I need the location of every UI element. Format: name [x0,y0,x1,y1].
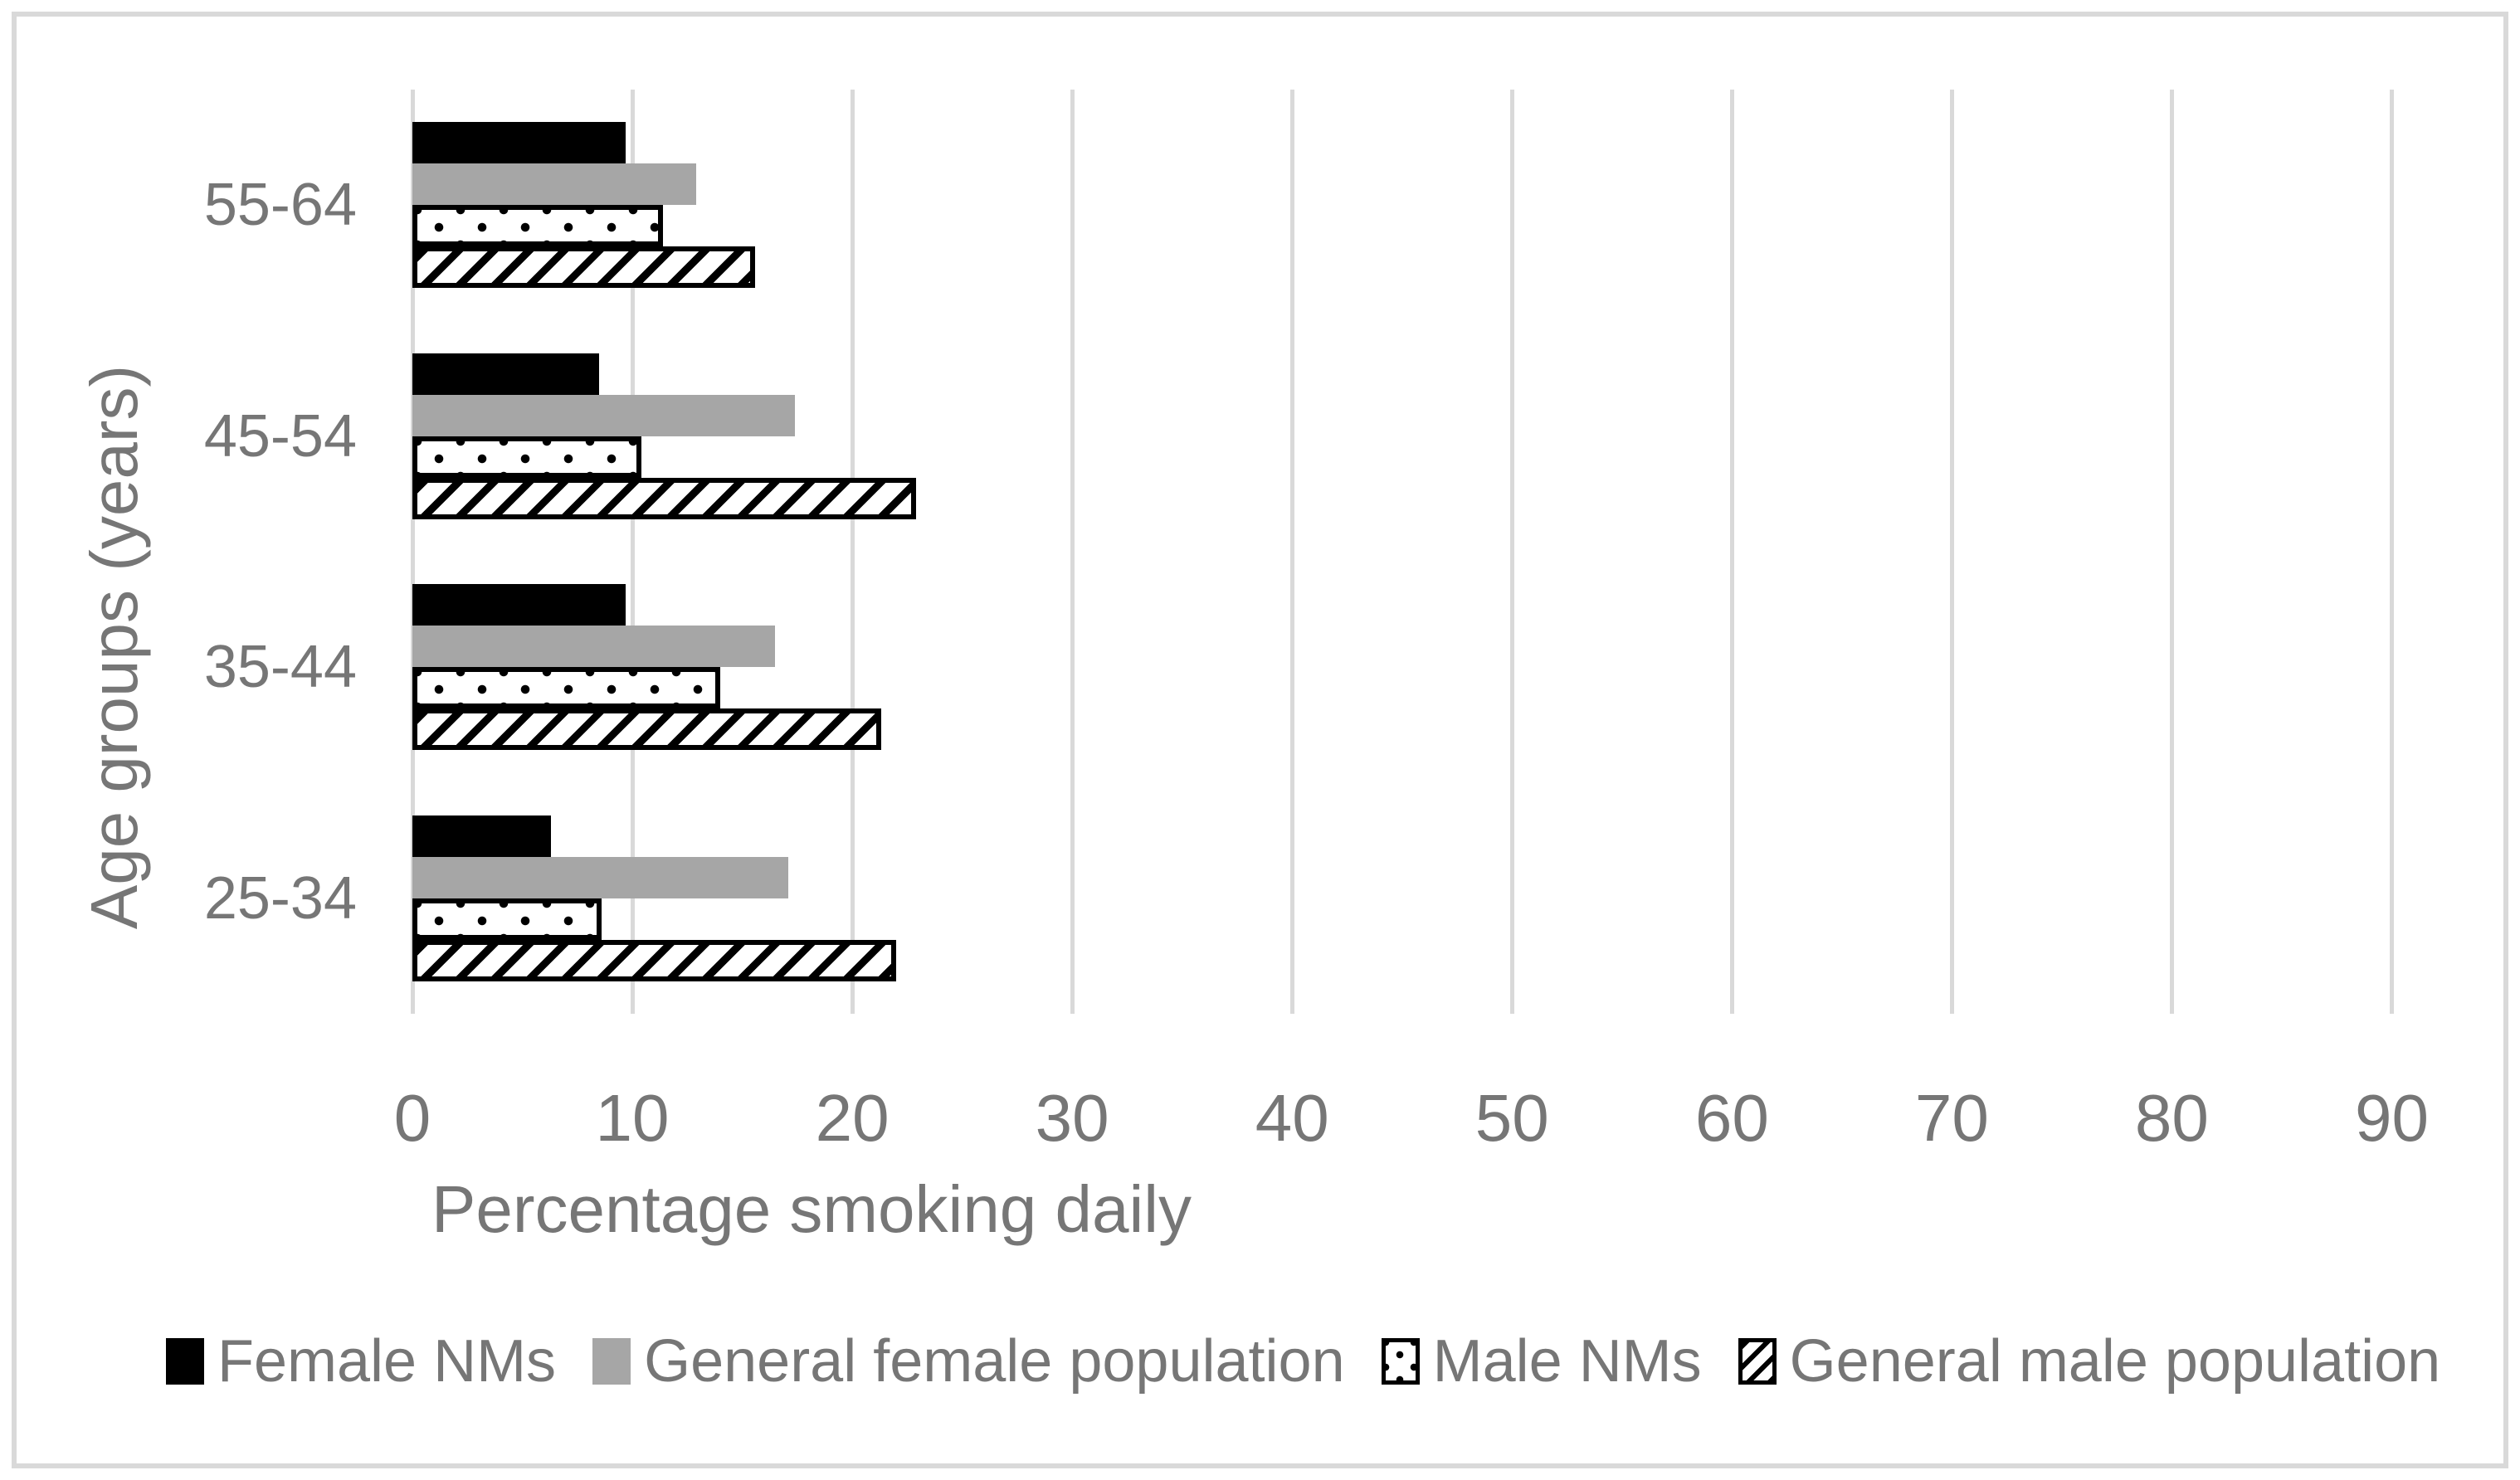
x-tick-label-80: 80 [2134,1081,2209,1155]
bar-45-54-male-nms [412,436,641,478]
figure-border [12,12,2508,1468]
bar-55-64-female-nms [412,122,626,164]
bar-group-55-64 [412,90,2458,321]
bar-25-34-female-nms [412,815,551,857]
legend-swatch-dots-icon [1381,1338,1420,1385]
gridline-50 [1509,90,1514,1014]
gridline-20 [850,90,855,1014]
bar-55-64-general-male-population [412,246,756,289]
plot-area [410,90,2458,1014]
legend-swatch-hatch-icon [1738,1338,1777,1385]
bar-35-44-general-female-population [412,626,776,668]
gridline-60 [1729,90,1734,1014]
gridline-0 [410,90,415,1014]
category-label-45-54: 45-54 [203,402,357,470]
x-tick-label-0: 0 [393,1081,431,1155]
bar-groups-layer [412,90,2458,1014]
x-tick-label-70: 70 [1914,1081,1989,1155]
x-tick-label-50: 50 [1474,1081,1549,1155]
x-tick-label-90: 90 [2354,1081,2429,1155]
bar-45-54-female-nms [412,353,600,395]
bar-45-54-general-female-population [412,394,796,436]
bar-25-34-general-male-population [412,939,897,981]
legend-label: General male population [1789,1328,2441,1395]
x-tick-label-30: 30 [1035,1081,1109,1155]
bar-25-34-male-nms [412,898,602,940]
category-axis-labels: 55-64 45-54 35-44 25-34 [0,90,357,1014]
x-tick-label-60: 60 [1694,1081,1769,1155]
legend-item-female-nms: Female NMs [166,1327,556,1395]
gridline-40 [1289,90,1294,1014]
gridline-70 [1949,90,1954,1014]
legend-item-general-male-population: General male population [1738,1327,2441,1395]
bar-45-54-general-male-population [412,477,916,519]
category-label-35-44: 35-44 [203,634,357,701]
bar-25-34-general-female-population [412,856,789,898]
bar-group-35-44 [412,552,2458,783]
x-axis-tick-labels: 0 10 20 30 40 50 60 70 80 90 [394,1080,2458,1163]
gridline-30 [1070,90,1075,1014]
bar-35-44-female-nms [412,584,626,626]
bar-group-25-34 [412,783,2458,1015]
legend-swatch-gray-icon [592,1338,631,1385]
legend-item-general-female-population: General female population [592,1327,1345,1395]
category-label-25-34: 25-34 [203,864,357,932]
legend-swatch-black-icon [166,1338,204,1385]
bar-55-64-male-nms [412,205,664,247]
legend-label: General female population [644,1328,1345,1395]
bar-35-44-male-nms [412,667,721,709]
bar-55-64-general-female-population [412,163,696,206]
category-label-55-64: 55-64 [203,172,357,239]
gridline-90 [2389,90,2394,1014]
legend-label: Female NMs [217,1328,557,1395]
gridline-80 [2169,90,2174,1014]
bar-group-45-54 [412,321,2458,553]
x-tick-label-10: 10 [595,1081,670,1155]
x-tick-label-40: 40 [1255,1081,1329,1155]
x-axis-title: Percentage smoking daily [431,1172,1192,1246]
legend-item-male-nms: Male NMs [1381,1327,1702,1395]
bar-35-44-general-male-population [412,708,881,751]
legend-label: Male NMs [1432,1328,1702,1395]
x-tick-label-20: 20 [815,1081,890,1155]
gridline-10 [630,90,635,1014]
legend: Female NMs General female population Male … [166,1327,2440,1395]
